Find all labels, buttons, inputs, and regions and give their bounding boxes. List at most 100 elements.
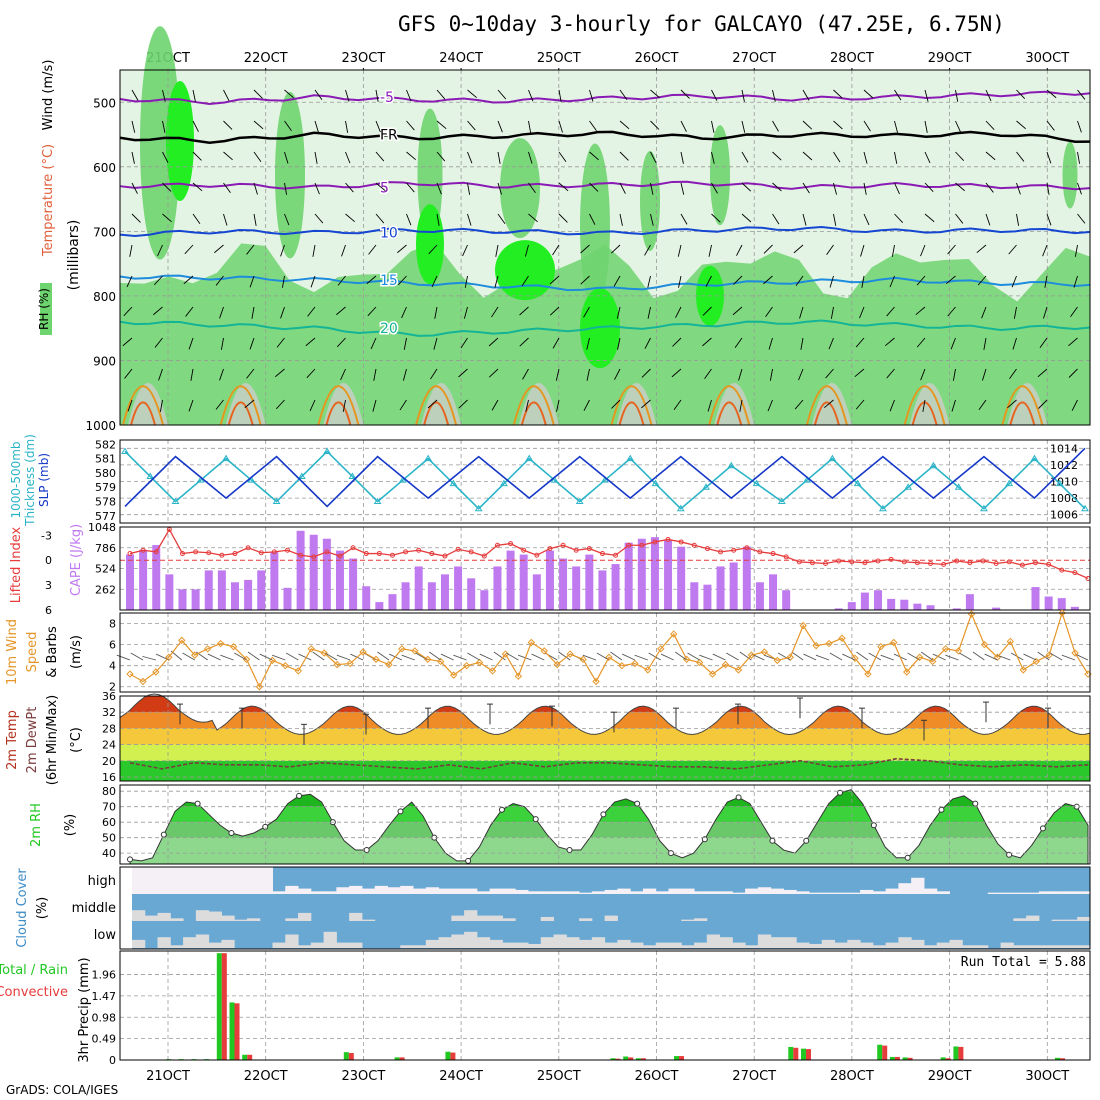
wind-barb — [924, 182, 934, 193]
cape-bar — [637, 538, 646, 610]
precip-conv-bar — [907, 1057, 913, 1060]
wind-barb — [162, 120, 166, 133]
wind-barb — [522, 368, 529, 380]
wind-marker — [1058, 609, 1066, 617]
wind-barb — [855, 399, 865, 410]
cloud-level-label: middle — [72, 901, 116, 916]
wind-barb — [833, 120, 843, 130]
wind-barb — [702, 337, 712, 347]
wind-barb — [494, 275, 499, 288]
run-total: Run Total = 5.88 — [961, 955, 1086, 970]
wind-barb — [589, 89, 594, 102]
cloud-bar-low — [413, 945, 427, 948]
wind-barb — [859, 306, 865, 319]
wind-barb — [793, 244, 804, 254]
cape-bar — [572, 566, 581, 610]
wind-barb — [397, 244, 407, 254]
wind-barb — [833, 89, 843, 99]
cape-bar — [926, 605, 935, 610]
wind-barb — [894, 213, 904, 224]
thickness-marker — [853, 479, 862, 487]
thickness-marker — [272, 497, 281, 505]
wind-barb — [768, 337, 773, 350]
cloud-bar-high — [604, 889, 618, 894]
wind-barb — [314, 182, 320, 195]
wind-barb — [589, 182, 599, 192]
wind-barb — [314, 151, 318, 164]
wind-barb — [497, 89, 507, 100]
temp-tick: 16 — [102, 771, 116, 784]
cape-bar — [427, 582, 436, 610]
cloud-bar-low — [451, 934, 465, 948]
cloud-bar-high — [757, 887, 772, 894]
wind10-barb — [660, 653, 674, 661]
cloud-bar-high — [400, 885, 414, 894]
cloud-bar-high — [808, 892, 823, 894]
isotherm-30-arch — [618, 401, 645, 426]
wind-barb — [1016, 182, 1021, 195]
pressure-tick: 500 — [93, 96, 116, 110]
wind-barb — [495, 244, 499, 257]
cloud-bar-low — [936, 942, 950, 948]
isotherm-label: 20 — [380, 321, 398, 337]
thickness-marker — [676, 504, 685, 512]
cape-bar — [454, 566, 463, 610]
wind-barb — [889, 399, 895, 412]
isotherm-30-arch — [227, 401, 254, 426]
wind-marker — [411, 647, 419, 655]
rh-dry-column — [616, 383, 657, 425]
page-title: GFS 0~10day 3-hourly for GALCAYO (47.25E… — [398, 12, 1005, 36]
wind-barb — [467, 182, 471, 195]
thickness-marker — [1005, 479, 1014, 487]
rh-green-patch — [580, 143, 610, 311]
wind-barb — [1077, 213, 1086, 224]
wind-barb — [467, 213, 472, 226]
wind-barb — [619, 182, 626, 194]
cloud-bar-high — [438, 888, 452, 894]
wind-marker — [721, 660, 730, 669]
wind-barb — [280, 244, 285, 257]
wind-barb — [824, 399, 834, 409]
wind-marker — [903, 668, 911, 676]
cape-bar — [952, 608, 961, 610]
temp-label-2: 2m DewPt — [25, 707, 40, 774]
wind-barb — [370, 337, 377, 350]
wind-barb — [613, 275, 621, 287]
wind-barb — [215, 399, 224, 410]
isotherm-25-arch — [903, 385, 946, 426]
wind10-barb — [868, 652, 882, 661]
wind-barb — [246, 368, 255, 379]
rh-dry-column — [909, 383, 950, 425]
wind-label-1: 10m Wind — [5, 619, 20, 685]
cape-bar — [270, 552, 279, 610]
wind-barb — [528, 182, 536, 194]
wind-marker — [307, 645, 315, 653]
wind10-barb — [932, 653, 946, 661]
wind-barb — [336, 306, 346, 316]
wind-barb — [894, 89, 902, 101]
wind-barb — [192, 182, 203, 192]
cape-bar — [1057, 598, 1066, 610]
wind-barb — [345, 182, 354, 193]
cloud-bar-high — [783, 889, 797, 894]
wind-barb — [433, 337, 438, 350]
wind-barb — [650, 213, 654, 226]
wind-barb — [863, 120, 871, 132]
wind-barb — [122, 337, 133, 347]
rh-marker — [127, 856, 133, 863]
wind-marker — [1006, 637, 1015, 646]
wind-tick: 6 — [109, 639, 116, 652]
isotherm-30-arch — [813, 401, 840, 426]
wind-barb — [431, 275, 438, 288]
thickness-marker — [879, 504, 887, 512]
wind-barb — [920, 368, 926, 381]
cloud-bar-low — [132, 939, 146, 948]
wind-barb — [916, 275, 926, 286]
cloud-bar-high — [1077, 891, 1091, 894]
wind-barb — [705, 275, 712, 287]
wind-barb — [920, 244, 926, 257]
cloud-bar-low — [349, 942, 363, 948]
precip-conv-bar — [958, 1046, 964, 1060]
cape-bar — [703, 584, 712, 610]
thickness-marker — [525, 454, 534, 462]
